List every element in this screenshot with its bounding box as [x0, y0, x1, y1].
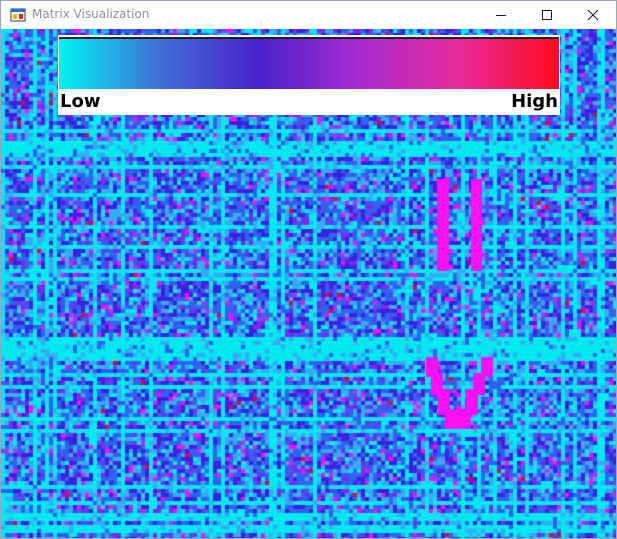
window-title: Matrix Visualization: [32, 7, 150, 21]
minimize-icon: [496, 15, 506, 16]
legend-high-label: High: [511, 91, 558, 112]
legend-gradient-bar: [59, 37, 559, 89]
close-button[interactable]: [570, 1, 616, 29]
maximize-button[interactable]: [524, 1, 570, 29]
title-bar[interactable]: Matrix Visualization: [1, 1, 616, 29]
color-legend: Low High: [58, 35, 560, 115]
close-icon: [587, 9, 599, 21]
maximize-icon: [542, 10, 552, 20]
legend-low-label: Low: [60, 91, 101, 112]
minimize-button[interactable]: [478, 1, 524, 29]
matrix-view[interactable]: Low High: [1, 29, 616, 538]
app-icon: [10, 7, 26, 23]
